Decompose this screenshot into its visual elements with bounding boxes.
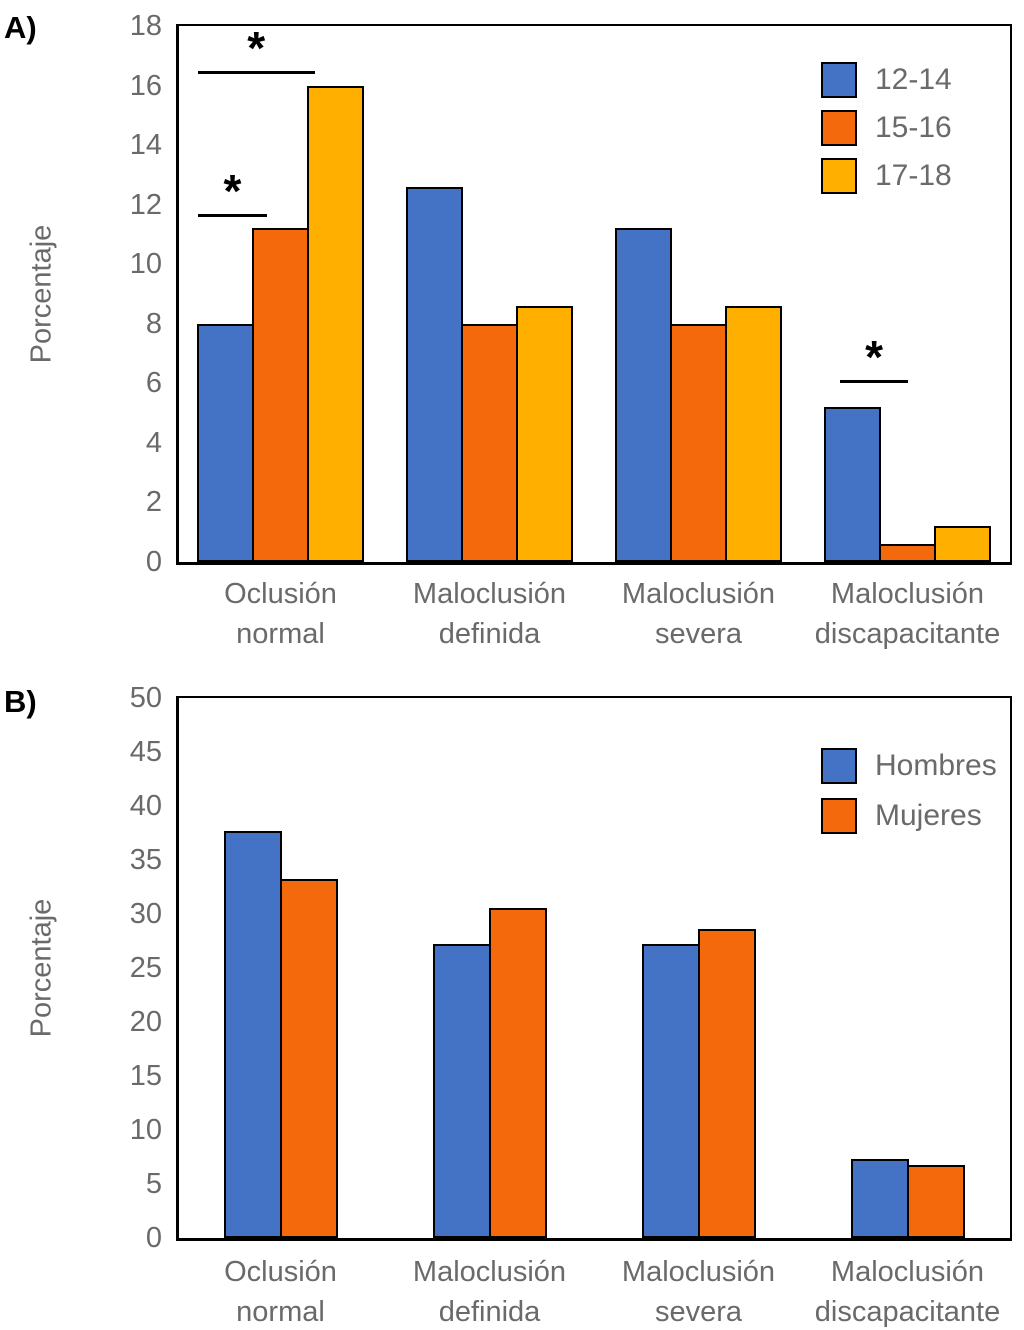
panel-a-letter: A): [4, 10, 37, 45]
y-axis-title-a: Porcentaje: [25, 224, 58, 364]
x-category-label: Maloclusión definida: [412, 1256, 567, 1328]
panel-b-letter: B): [4, 684, 37, 719]
legend-label: 15-16: [875, 111, 952, 144]
x-category-label: Maloclusión severa: [621, 578, 776, 650]
bar-12-14-cat3: [824, 407, 881, 562]
bar-12-14-cat2: [615, 228, 672, 562]
significance-star: *: [247, 21, 266, 74]
bar-12-14-cat1: [406, 187, 463, 562]
bar-12-14-cat0: [197, 324, 254, 562]
bar-17-18-cat0: [307, 86, 364, 562]
legend-label: 17-18: [875, 159, 952, 192]
x-category-label: Maloclusión discapacitante: [814, 578, 1001, 650]
y-tick-label: 35: [129, 844, 162, 876]
y-tick-label: 0: [145, 1222, 162, 1254]
y-tick-label: 50: [129, 682, 162, 714]
legend-label: Mujeres: [875, 799, 982, 832]
bar-17-18-cat2: [725, 306, 782, 562]
bar-Hombres-cat3: [850, 1159, 909, 1238]
y-tick-label: 40: [129, 790, 162, 822]
y-tick-label: 10: [129, 1114, 162, 1146]
bar-Hombres-cat0: [223, 831, 282, 1238]
bar-15-16-cat3: [879, 544, 936, 562]
bar-17-18-cat1: [516, 306, 573, 562]
legend-swatch: [821, 798, 857, 834]
y-tick-label: 8: [145, 307, 162, 340]
plot-area-a: * * *: [176, 24, 1012, 565]
y-tick-label: 20: [129, 1006, 162, 1038]
bar-Hombres-cat1: [432, 944, 491, 1238]
legend-label: Hombres: [875, 749, 997, 782]
x-category-label: Oclusión normal: [224, 578, 337, 650]
y-tick-label: 12: [129, 188, 162, 221]
x-category-label: Maloclusión definida: [412, 578, 567, 650]
x-category-label: Maloclusión discapacitante: [814, 1256, 1001, 1328]
y-tick-label: 30: [129, 898, 162, 930]
plot-area-b: [176, 696, 1012, 1241]
significance-star: *: [865, 331, 883, 384]
legend-label: 12-14: [875, 63, 952, 96]
bar-Mujeres-cat3: [906, 1165, 965, 1238]
y-tick-label: 5: [145, 1168, 162, 1200]
y-tick-label: 45: [129, 736, 162, 768]
bar-15-16-cat1: [461, 324, 518, 562]
bar-15-16-cat2: [670, 324, 727, 562]
y-tick-label: 2: [145, 486, 162, 519]
x-category-label: Maloclusión severa: [621, 1256, 776, 1328]
legend-swatch: [821, 110, 857, 146]
significance-line: [839, 380, 909, 384]
y-tick-label: 14: [129, 129, 162, 162]
bar-Mujeres-cat2: [697, 929, 756, 1238]
significance-line: [197, 70, 315, 74]
bar-17-18-cat3: [934, 526, 991, 562]
y-tick-label: 16: [129, 69, 162, 102]
legend-swatch: [821, 748, 857, 784]
y-tick-label: 25: [129, 952, 162, 984]
y-tick-label: 6: [145, 367, 162, 400]
y-tick-label: 0: [145, 546, 162, 578]
y-tick-label: 10: [129, 248, 162, 281]
bar-Mujeres-cat0: [279, 879, 338, 1238]
significance-star: *: [223, 164, 242, 217]
significance-line: [197, 213, 268, 217]
bar-Mujeres-cat1: [488, 908, 547, 1238]
y-tick-label: 15: [129, 1060, 162, 1092]
panel-b: B) Porcentaje 50 45 40 35 30 25 20 15 10 5 0 Oclus…: [0, 660, 1024, 1330]
bar-15-16-cat0: [252, 228, 309, 562]
y-tick-label: 18: [129, 10, 162, 42]
x-category-label: Oclusión normal: [224, 1256, 337, 1328]
bar-Hombres-cat2: [641, 944, 700, 1238]
y-tick-label: 4: [145, 426, 162, 459]
y-axis-title-b: Porcentaje: [25, 898, 58, 1038]
panel-a: A) Porcentaje 18 16 14 12 10 8 6 4 2 0 * * * Oclusi…: [0, 0, 1024, 660]
legend-swatch: [821, 158, 857, 194]
legend-swatch: [821, 62, 857, 98]
